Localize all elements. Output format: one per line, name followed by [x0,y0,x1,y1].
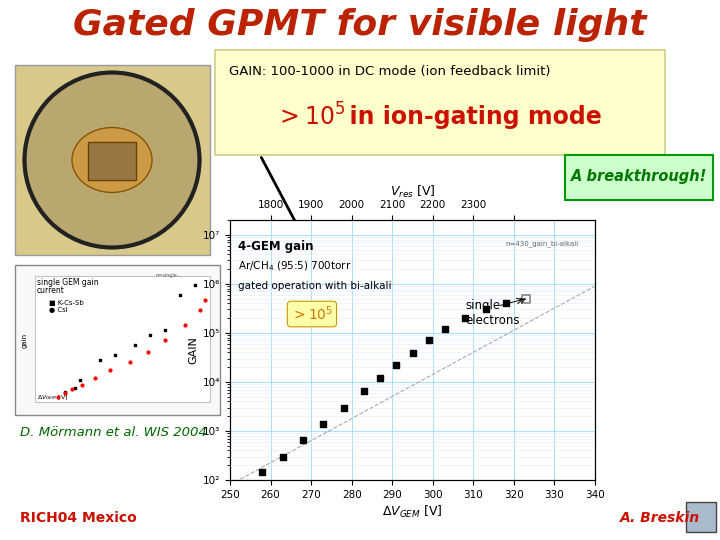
Point [439,325,451,333]
Point [338,403,349,412]
Point [59,388,71,396]
Text: 4-GEM gain: 4-GEM gain [238,240,314,253]
Bar [215,50,665,155]
Point [159,326,171,334]
Text: gain: gain [22,333,28,348]
Text: gated operation with bi-alkali: gated operation with bi-alkali [238,281,392,291]
Point [159,336,171,345]
Text: n=430_gain_bi-alkali: n=430_gain_bi-alkali [505,241,579,247]
Bar [15,265,220,415]
Y-axis label: GAIN: GAIN [189,336,199,364]
Ellipse shape [72,127,152,192]
Text: single
electrons: single electrons [465,299,526,327]
Point [423,336,434,345]
Point [480,305,491,314]
Text: GAIN: 100-1000 in DC mode (ion feedback limit): GAIN: 100-1000 in DC mode (ion feedback … [229,65,551,78]
Text: $>10^5$: $>10^5$ [291,305,333,323]
Bar [686,502,716,532]
Point [130,341,141,349]
Point [500,299,511,308]
Point [297,436,309,444]
Bar [565,155,713,200]
Point [144,330,156,339]
Text: in ion-gating mode: in ion-gating mode [333,105,602,129]
Point [59,389,71,397]
Text: Gated GPMT for visible light: Gated GPMT for visible light [73,8,647,42]
X-axis label: $\Delta V_{GEM}$ [V]: $\Delta V_{GEM}$ [V] [382,504,443,520]
Point [143,348,154,356]
Text: A. Breskin: A. Breskin [620,511,700,525]
Point [459,314,471,322]
Text: ■ K-Cs-Sb: ■ K-Cs-Sb [49,300,84,306]
Point [189,281,201,289]
Point [257,468,269,476]
X-axis label: $V_{res}$ [V]: $V_{res}$ [V] [390,184,436,200]
Point [76,381,88,389]
Point [358,387,369,395]
Point [53,393,64,401]
Point [69,384,81,393]
Point [194,306,206,314]
Point [109,350,121,359]
Text: $\Delta V_{GEM}$ [V]: $\Delta V_{GEM}$ [V] [37,393,68,402]
Ellipse shape [24,72,199,247]
Point [74,376,86,384]
Point [277,453,289,461]
Text: ● CsI: ● CsI [49,307,68,313]
Text: RICH04 Mexico: RICH04 Mexico [20,511,137,525]
Point [521,294,532,303]
Point [174,291,186,299]
Text: D. Mörmann et al. WIS 2004: D. Mörmann et al. WIS 2004 [20,426,207,438]
Point [374,374,386,382]
Bar [88,142,136,180]
Text: current: current [37,286,65,295]
Text: n=single...: n=single... [155,273,181,278]
Point [89,374,101,382]
Point [407,349,418,358]
Text: $>10^5$: $>10^5$ [275,103,346,131]
Bar [15,65,210,255]
Point [390,361,402,369]
Point [318,420,329,428]
Point [125,357,136,366]
Point [66,384,78,393]
Point [179,321,191,329]
Point [521,293,532,302]
Bar [35,276,210,402]
Text: single GEM gain: single GEM gain [37,278,99,287]
Point [104,366,116,374]
Text: Ar/CH$_4$ (95:5) 700torr: Ar/CH$_4$ (95:5) 700torr [238,259,351,273]
Point [94,356,106,364]
Point [199,296,211,305]
Text: A breakthrough!: A breakthrough! [571,170,707,185]
